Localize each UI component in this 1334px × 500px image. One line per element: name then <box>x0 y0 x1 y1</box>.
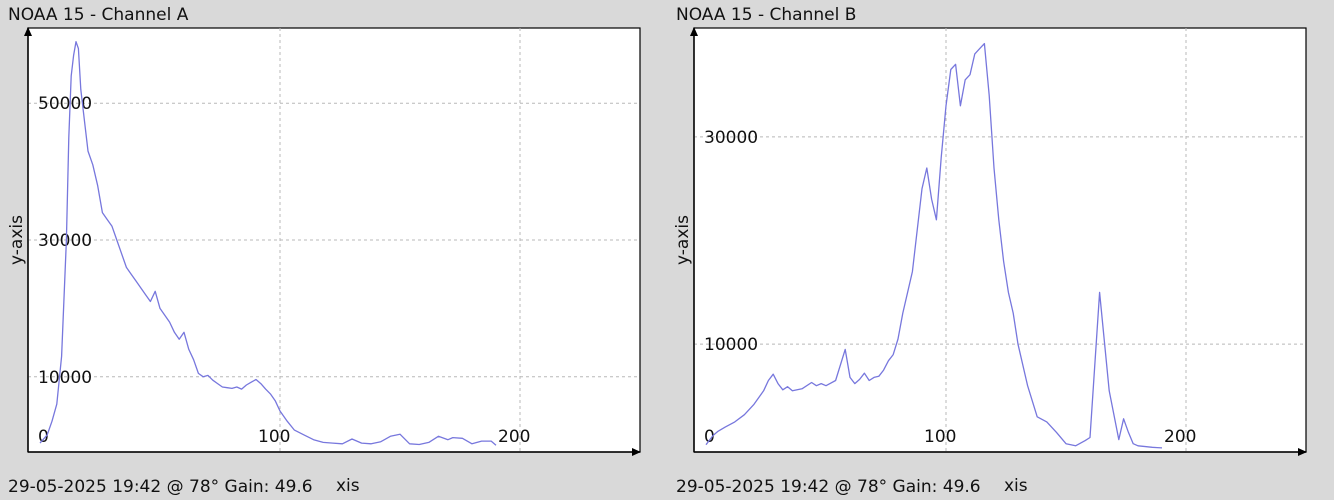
y-tick-label: 30000 <box>38 231 92 251</box>
series-line <box>705 42 1163 449</box>
y-tick-label: 30000 <box>704 128 758 148</box>
x-tick-label: 200 <box>498 427 530 447</box>
y-axis-arrow <box>690 27 698 36</box>
x-tick-label: 100 <box>924 427 956 447</box>
y-axis-arrow <box>24 27 32 36</box>
y-tick-label: 10000 <box>704 335 758 355</box>
x-tick-label: 100 <box>258 427 290 447</box>
x-axis-arrow <box>632 448 641 456</box>
y-tick-label: 50000 <box>38 94 92 114</box>
series-line <box>39 41 497 446</box>
x-tick-label: 200 <box>1164 427 1196 447</box>
x-axis-label: xis <box>336 476 360 496</box>
x-tick-label: 0 <box>704 427 715 447</box>
footer-info: 29-05-2025 19:42 @ 78° Gain: 49.6 <box>8 477 313 497</box>
chart-title: NOAA 15 - Channel A <box>8 5 189 25</box>
x-axis-arrow <box>1298 448 1307 456</box>
chart-panel-channel-b: NOAA 15 - Channel B 0 100 200 10000 30000 y-ax… <box>673 5 1307 497</box>
x-axis-label: xis <box>1004 476 1028 496</box>
chart-panel-channel-a: NOAA 15 - Channel A 0 100 200 10000 30000 5000… <box>7 5 641 497</box>
y-axis-label: y-axis <box>7 215 27 265</box>
footer-info: 29-05-2025 19:42 @ 78° Gain: 49.6 <box>676 477 981 497</box>
y-tick-label: 10000 <box>38 368 92 388</box>
y-axis-label: y-axis <box>673 215 693 265</box>
x-tick-label: 0 <box>38 427 49 447</box>
chart-title: NOAA 15 - Channel B <box>676 5 856 25</box>
plot-area <box>693 27 1307 453</box>
